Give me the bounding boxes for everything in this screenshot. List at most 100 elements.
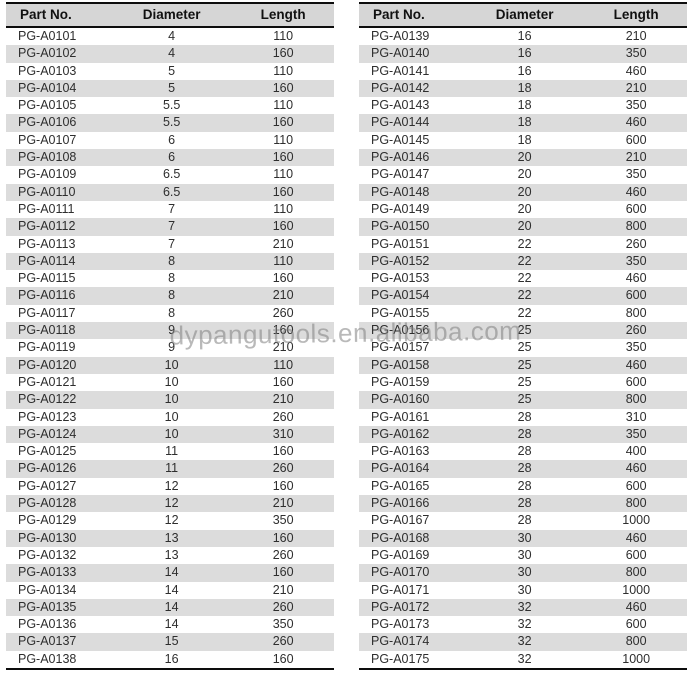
length-cell: 800: [625, 565, 647, 580]
table-row: PG-A0169 30 600: [359, 547, 687, 564]
table-row: PG-A0105 5.5 110: [6, 97, 334, 114]
part-no-cell: PG-A0145: [371, 132, 430, 147]
length-cell: 260: [272, 461, 294, 476]
diameter-cell: 22: [517, 288, 532, 303]
diameter-cell: 20: [517, 184, 532, 199]
part-no-header: Part No.: [6, 3, 111, 28]
part-no-cell: PG-A0123: [18, 409, 77, 424]
spec-table-left: Part No. Diameter Length PG-A0101 4 110 PG-A01…: [6, 2, 334, 670]
diameter-cell: 22: [517, 271, 532, 286]
table-row: PG-A0138 16 160: [6, 651, 334, 669]
table-row: PG-A0166 28 800: [359, 495, 687, 513]
part-no-cell: PG-A0114: [18, 253, 76, 268]
part-no-cell: PG-A0159: [371, 374, 430, 389]
part-no-header: Part No.: [359, 3, 464, 28]
length-cell: 350: [272, 617, 294, 632]
diameter-cell: 25: [517, 357, 532, 372]
table-row: PG-A0147 20 350: [359, 166, 687, 183]
table-row: PG-A0113 7 210: [6, 236, 334, 253]
length-cell: 160: [272, 271, 294, 286]
diameter-cell: 12: [164, 478, 179, 493]
part-no-cell: PG-A0134: [18, 582, 77, 597]
length-cell: 800: [625, 496, 647, 511]
part-no-cell: PG-A0169: [371, 547, 430, 562]
diameter-cell: 5.5: [162, 98, 181, 113]
diameter-cell: 10: [164, 426, 179, 441]
diameter-cell: 28: [517, 513, 532, 528]
part-no-cell: PG-A0105: [18, 98, 77, 113]
part-no-cell: PG-A0164: [371, 461, 430, 476]
diameter-cell: 6.5: [162, 167, 181, 182]
length-cell: 600: [625, 288, 647, 303]
table-row: PG-A0103 5 110: [6, 63, 334, 80]
diameter-cell: 32: [517, 617, 532, 632]
diameter-cell: 28: [517, 461, 532, 476]
length-cell: 160: [272, 565, 294, 580]
table-row: PG-A0139 16 210: [359, 27, 687, 45]
part-no-cell: PG-A0170: [371, 565, 430, 580]
part-no-cell: PG-A0165: [371, 478, 430, 493]
diameter-cell: 9: [168, 323, 176, 338]
table-row: PG-A0174 32 800: [359, 633, 687, 651]
length-cell: 160: [272, 219, 294, 234]
table-row: PG-A0142 18 210: [359, 79, 687, 98]
part-no-cell: PG-A0103: [18, 63, 77, 78]
length-cell: 350: [625, 426, 647, 441]
length-cell: 310: [272, 426, 294, 441]
table-row: PG-A0132 13 260: [6, 547, 334, 564]
length-cell: 160: [272, 80, 294, 95]
header-row: Part No. Diameter Length: [359, 3, 687, 28]
length-cell: 210: [272, 496, 294, 511]
diameter-cell: 20: [517, 201, 532, 216]
length-cell: 260: [272, 634, 294, 649]
length-cell: 800: [625, 392, 647, 407]
part-no-cell: PG-A0127: [18, 478, 77, 493]
table-row: PG-A0120 10 110: [6, 356, 334, 374]
table-row: PG-A0101 4 110: [6, 27, 334, 45]
diameter-cell: 20: [517, 150, 532, 165]
diameter-cell: 25: [517, 323, 532, 338]
length-cell: 260: [625, 323, 647, 338]
table-row: PG-A0128 12 210: [6, 495, 334, 513]
part-no-cell: PG-A0137: [18, 634, 77, 649]
part-no-cell: PG-A0125: [18, 444, 77, 459]
length-cell: 350: [625, 253, 647, 268]
length-cell: 460: [625, 461, 647, 476]
length-cell: 350: [625, 167, 647, 182]
length-cell: 160: [272, 115, 294, 130]
diameter-cell: 8: [168, 253, 176, 268]
diameter-cell: 4: [168, 46, 176, 61]
spec-table-right: Part No. Diameter Length PG-A0139 16 210 PG-A0…: [359, 2, 687, 670]
diameter-cell: 16: [517, 29, 532, 43]
length-cell: 110: [273, 201, 294, 216]
length-cell: 350: [625, 340, 647, 355]
part-no-cell: PG-A0116: [18, 288, 76, 303]
diameter-cell: 13: [164, 530, 179, 545]
part-no-cell: PG-A0119: [18, 340, 76, 355]
part-no-cell: PG-A0136: [18, 617, 77, 632]
length-cell: 260: [272, 599, 294, 614]
length-header: Length: [232, 3, 334, 28]
table-row: PG-A0106 5.5 160: [6, 114, 334, 132]
part-no-cell: PG-A0130: [18, 530, 77, 545]
length-cell: 460: [625, 530, 647, 545]
diameter-cell: 6: [168, 150, 176, 165]
table-row: PG-A0157 25 350: [359, 339, 687, 356]
part-no-cell: PG-A0150: [371, 219, 430, 234]
diameter-cell: 14: [164, 599, 179, 614]
diameter-cell: 28: [517, 496, 532, 511]
diameter-cell: 22: [517, 305, 532, 320]
length-cell: 600: [625, 478, 647, 493]
part-no-cell: PG-A0122: [18, 392, 77, 407]
table-row: PG-A0117 8 260: [6, 305, 334, 322]
length-cell: 1000: [622, 582, 651, 597]
table-row: PG-A0129 12 350: [6, 512, 334, 529]
header-row: Part No. Diameter Length: [6, 3, 334, 28]
part-no-cell: PG-A0168: [371, 530, 430, 545]
length-cell: 460: [625, 115, 647, 130]
table-row: PG-A0127 12 160: [6, 478, 334, 495]
length-cell: 460: [625, 271, 647, 286]
part-no-cell: PG-A0133: [18, 565, 77, 580]
diameter-cell: 15: [164, 634, 179, 649]
table-row: PG-A0116 8 210: [6, 287, 334, 305]
